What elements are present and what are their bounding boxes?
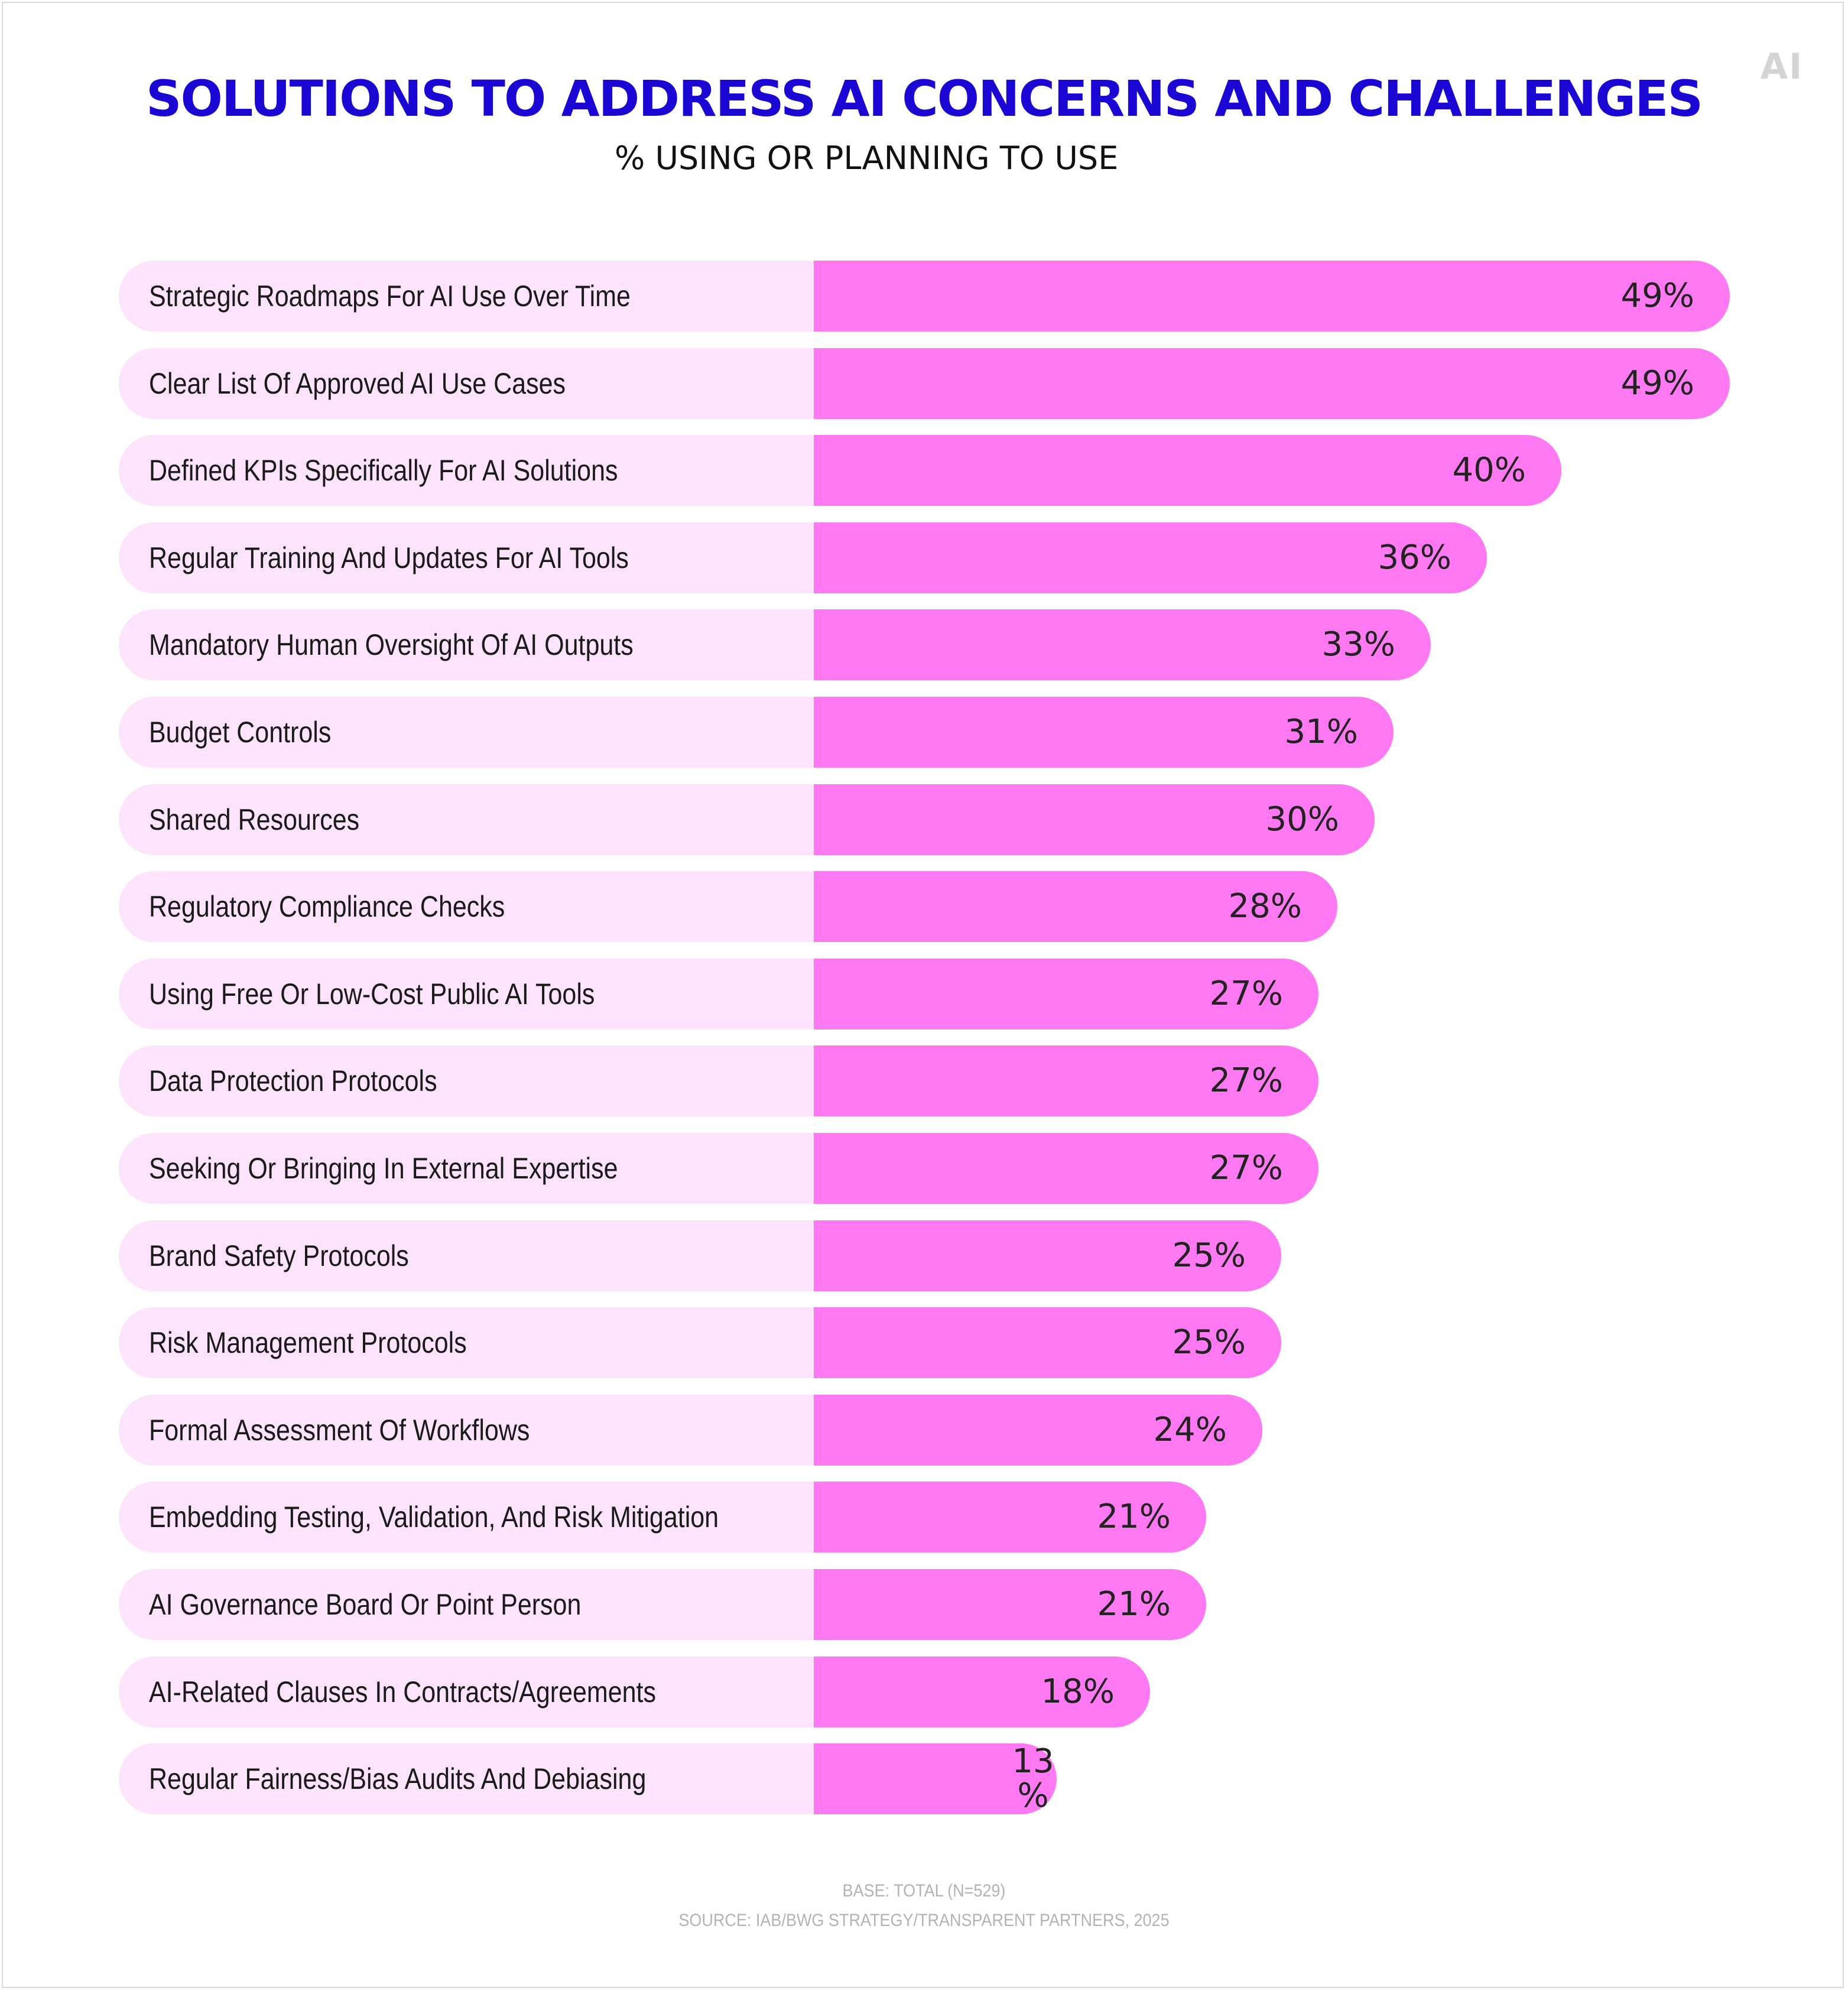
row-background [119,261,887,332]
bar [814,1482,1206,1552]
category-label: AI Governance Board Or Point Person [149,1588,582,1621]
category-label: AI-Related Clauses In Contracts/Agreemen… [149,1675,657,1709]
bar [814,1220,1281,1291]
value-label: 21% [1097,1585,1171,1623]
bar [814,348,1730,419]
bar [814,1133,1318,1204]
category-label: Clear List Of Approved AI Use Cases [149,367,566,400]
value-label: 27% [1209,975,1283,1013]
bar [814,435,1561,506]
value-label: 25% [1172,1323,1246,1362]
bar [814,261,1730,332]
bar [814,1395,1262,1466]
row-background [119,1395,887,1466]
bar [814,959,1318,1029]
category-label: Formal Assessment Of Workflows [149,1414,530,1447]
bar [814,1569,1206,1640]
category-label: Embedding Testing, Validation, And Risk … [149,1500,719,1534]
row-background [119,871,887,942]
bar [814,609,1431,680]
bar [814,1045,1318,1116]
row-background [119,1220,887,1291]
footer-base: BASE: TOTAL (N=529) [842,1881,1006,1901]
row-background [119,522,887,593]
category-label: Seeking Or Bringing In External Expertis… [149,1152,618,1185]
brand-logo: AI [1760,46,1804,87]
category-label: Shared Resources [149,803,360,836]
value-label: 31% [1284,713,1358,751]
value-label: 25% [1172,1236,1246,1275]
bar [814,697,1394,768]
category-label: Defined KPIs Specifically For AI Solutio… [149,454,618,487]
bar [814,1307,1281,1378]
value-label: 40% [1452,451,1526,489]
bar [814,871,1337,942]
category-label: Using Free Or Low-Cost Public AI Tools [149,977,595,1011]
chart-title: SOLUTIONS TO ADDRESS AI CONCERNS AND CHA… [145,70,1703,128]
row-background [119,1657,887,1727]
category-label: Regulatory Compliance Checks [149,890,505,923]
row-background [119,1307,887,1378]
row-background [119,1133,887,1204]
value-label: 49% [1620,364,1694,402]
row-background [119,1045,887,1116]
value-label: 28% [1228,887,1302,925]
row-background [119,959,887,1029]
value-label: 21% [1097,1498,1171,1536]
category-label: Risk Management Protocols [149,1326,467,1359]
row-background [119,435,887,506]
value-label: 18% [1041,1672,1115,1711]
value-label: 33% [1321,625,1395,664]
bar [814,784,1375,855]
category-label: Brand Safety Protocols [149,1239,409,1272]
category-label: Regular Fairness/Bias Audits And Debiasi… [149,1762,647,1795]
row-background [119,697,887,768]
value-label: 30% [1265,800,1339,839]
value-label: 36% [1378,538,1451,577]
value-label: 27% [1209,1149,1283,1187]
category-label: Strategic Roadmaps For AI Use Over Time [149,280,631,313]
chart-subtitle: % USING OR PLANNING TO USE [615,139,1119,177]
bar [814,1657,1150,1727]
value-label: 49% [1620,277,1694,315]
footer-source: SOURCE: IAB/BWG STRATEGY/TRANSPARENT PAR… [678,1911,1170,1930]
value-label: 27% [1209,1061,1283,1100]
bar [814,522,1487,593]
row-background [119,348,887,419]
value-label: 24% [1153,1411,1227,1449]
bar [814,1743,1057,1814]
row-background [119,1569,887,1640]
row-background [119,1743,887,1814]
row-background [119,609,887,680]
category-label: Data Protection Protocols [149,1064,437,1097]
category-label: Budget Controls [149,716,332,749]
row-background [119,1482,887,1552]
category-label: Regular Training And Updates For AI Tool… [149,541,629,574]
value-label: 13% [1012,1742,1054,1815]
category-label: Mandatory Human Oversight Of AI Outputs [149,628,634,661]
row-background [119,784,887,855]
